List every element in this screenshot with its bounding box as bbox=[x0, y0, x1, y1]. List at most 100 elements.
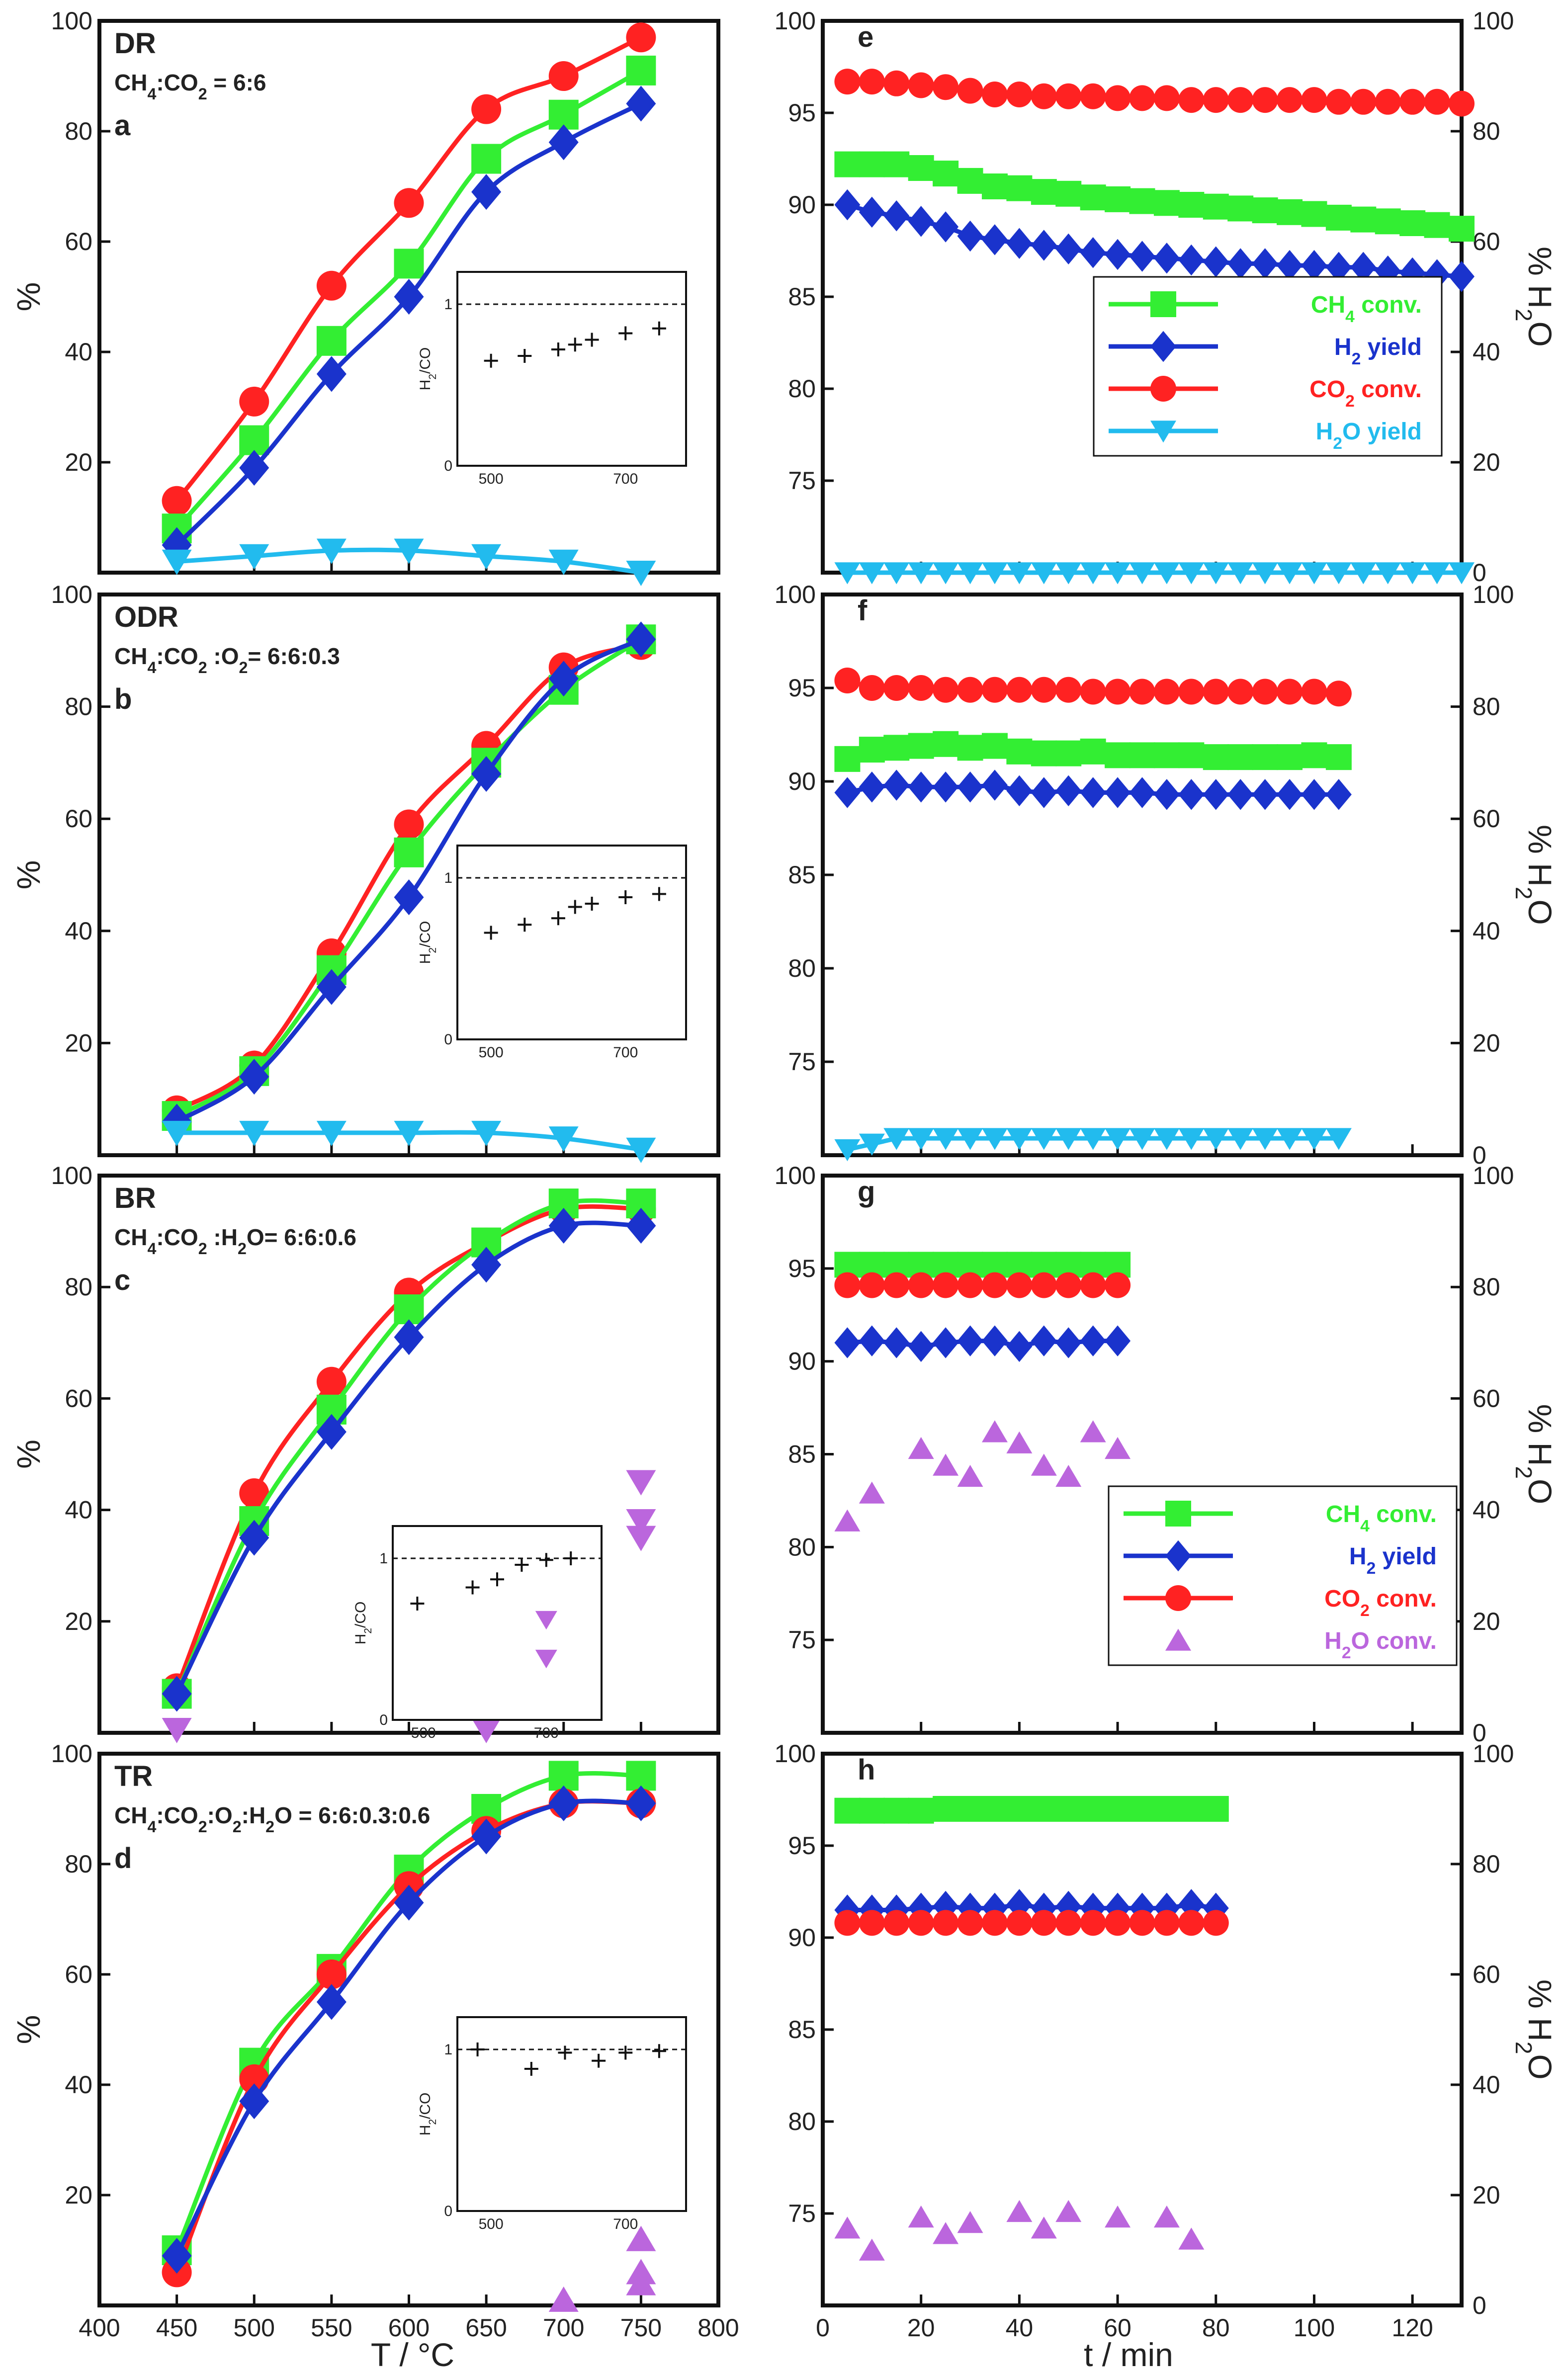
data-point-co2 bbox=[908, 675, 934, 701]
data-point-h2 bbox=[957, 771, 983, 803]
y-tick-label: 95 bbox=[788, 674, 816, 702]
data-point-ch4 bbox=[394, 1294, 424, 1325]
inset-point bbox=[551, 911, 565, 926]
data-point-co2 bbox=[859, 675, 885, 701]
data-point-h2o_yield bbox=[471, 544, 502, 570]
data-point-h2 bbox=[1080, 237, 1106, 268]
y-tick-label: 40 bbox=[65, 338, 92, 366]
data-point-h2o_yield bbox=[1325, 1128, 1352, 1150]
y-tick-label: 90 bbox=[788, 767, 816, 795]
data-point-h2 bbox=[1227, 779, 1254, 810]
data-point-h2o_conv bbox=[1105, 1437, 1131, 1459]
data-point-h2o_conv bbox=[1105, 2206, 1131, 2228]
data-point-ch4 bbox=[1350, 206, 1377, 233]
y-tick-label: 100 bbox=[775, 7, 816, 35]
data-point-h2 bbox=[883, 200, 910, 232]
data-point-h2o_conv bbox=[1031, 1453, 1057, 1476]
data-point-ch4 bbox=[1252, 744, 1278, 770]
y2-tick-label: 60 bbox=[1473, 805, 1500, 833]
data-point-h2 bbox=[1031, 1325, 1057, 1357]
inset-point bbox=[515, 1558, 529, 1572]
data-point-ch4 bbox=[1277, 199, 1303, 225]
data-point-co2 bbox=[859, 1910, 885, 1936]
data-point-h2 bbox=[162, 1676, 192, 1712]
data-point-ch4 bbox=[1252, 197, 1278, 224]
data-point-h2 bbox=[1006, 1331, 1033, 1362]
data-point-co2 bbox=[1031, 677, 1057, 703]
y-tick-label: 85 bbox=[788, 283, 816, 311]
data-point-co2 bbox=[1080, 679, 1106, 705]
data-point-ch4 bbox=[859, 737, 885, 763]
y-tick-label: 20 bbox=[65, 448, 92, 476]
data-point-ch4 bbox=[957, 168, 983, 194]
data-point-h2o_yield bbox=[1301, 1128, 1327, 1150]
data-point-co2 bbox=[834, 1272, 861, 1298]
data-point-co2 bbox=[1031, 1272, 1057, 1298]
data-point-co2 bbox=[883, 1272, 910, 1298]
data-point-h2o_yield bbox=[908, 1128, 934, 1150]
data-point-ch4 bbox=[1031, 179, 1057, 205]
inset-point bbox=[568, 338, 582, 352]
data-point-h2 bbox=[981, 769, 1008, 801]
legend-marker-ch4 bbox=[1165, 1501, 1191, 1527]
data-point-h2o_yield bbox=[957, 562, 983, 585]
data-point-co2 bbox=[1006, 1910, 1033, 1936]
data-point-h2o_yield bbox=[1178, 1128, 1205, 1150]
y-tick-label: 60 bbox=[65, 1960, 92, 1988]
data-point-co2 bbox=[1129, 1910, 1155, 1936]
data-point-co2 bbox=[471, 94, 502, 124]
data-point-ch4 bbox=[1031, 740, 1057, 766]
data-point-ch4 bbox=[957, 735, 983, 761]
data-point-h2o_conv bbox=[834, 1509, 861, 1531]
legend-marker-h2o_conv bbox=[1165, 1628, 1191, 1651]
data-point-h2o_conv bbox=[1031, 2216, 1057, 2239]
data-point-co2 bbox=[1129, 85, 1155, 111]
data-point-co2 bbox=[1227, 679, 1254, 705]
data-point-h2o_conv bbox=[834, 2216, 861, 2239]
data-point-ch4 bbox=[1178, 192, 1205, 218]
data-point-co2 bbox=[859, 69, 885, 95]
y-axis-label: % bbox=[10, 860, 47, 890]
data-point-h2 bbox=[548, 1207, 579, 1244]
inset-point bbox=[618, 326, 633, 340]
y-tick-label: 90 bbox=[788, 1348, 816, 1375]
y-tick-label: 100 bbox=[51, 581, 92, 608]
data-point-ch4 bbox=[933, 1796, 959, 1822]
data-point-h2 bbox=[239, 2083, 269, 2120]
x-tick-label: 400 bbox=[79, 2314, 120, 2342]
x-tick-label: 450 bbox=[156, 2314, 197, 2342]
inset-point bbox=[518, 918, 532, 932]
data-point-h2o_yield bbox=[1105, 1128, 1131, 1150]
data-point-h2 bbox=[471, 756, 502, 792]
data-point-ch4 bbox=[1153, 190, 1180, 216]
data-point-h2 bbox=[957, 220, 983, 252]
data-point-h2 bbox=[394, 879, 424, 916]
y-tick-label: 40 bbox=[65, 2071, 92, 2099]
data-point-co2 bbox=[981, 677, 1008, 703]
legend-marker-co2 bbox=[1150, 376, 1176, 402]
inset-y-tick-label: 1 bbox=[444, 870, 452, 886]
x-axis-label-right: t / min bbox=[1084, 2336, 1173, 2373]
data-point-ch4 bbox=[316, 326, 347, 356]
data-point-h2o_yield bbox=[1129, 562, 1155, 585]
inset-x-tick-label: 700 bbox=[534, 1725, 559, 1741]
data-point-ch4 bbox=[883, 735, 910, 761]
data-point-h2o_yield bbox=[1399, 562, 1426, 585]
data-point-co2 bbox=[1252, 679, 1278, 705]
y-tick-label: 20 bbox=[65, 1029, 92, 1057]
data-point-co2 bbox=[1252, 87, 1278, 113]
data-point-h2 bbox=[1301, 779, 1327, 810]
data-point-h2o_yield bbox=[883, 562, 910, 585]
data-point-h2o_yield bbox=[316, 1120, 347, 1146]
y2-tick-label: 20 bbox=[1473, 448, 1500, 476]
y-tick-label: 80 bbox=[65, 117, 92, 145]
data-point-co2 bbox=[981, 1910, 1008, 1936]
y2-tick-label: 0 bbox=[1473, 2292, 1486, 2319]
data-point-co2 bbox=[1055, 1910, 1082, 1936]
data-point-h2o_yield bbox=[834, 562, 861, 585]
data-point-co2 bbox=[1080, 1910, 1106, 1936]
y-tick-label: 80 bbox=[788, 1533, 816, 1561]
